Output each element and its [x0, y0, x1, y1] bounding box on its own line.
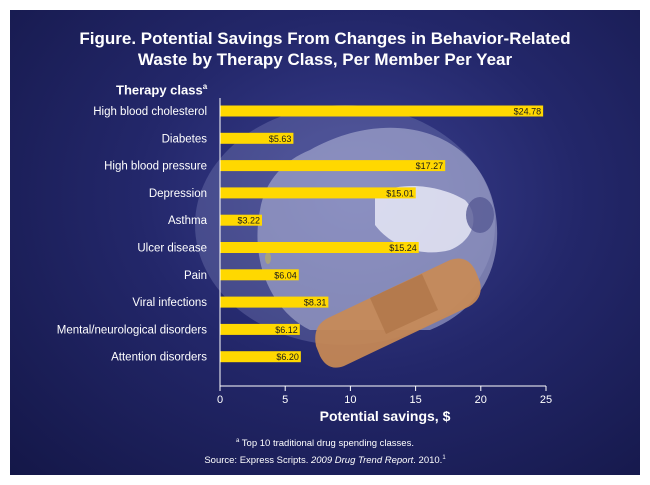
data-label-ulcer-disease: $15.24 — [389, 243, 417, 253]
bar-diabetes — [220, 132, 294, 144]
bar-asthma — [220, 214, 262, 226]
bar-high-blood-pressure — [220, 160, 446, 172]
data-label-diabetes: $5.63 — [269, 134, 292, 144]
x-tick-label-25: 25 — [540, 394, 552, 406]
category-label-high-blood-cholesterol: High blood cholesterol — [93, 106, 207, 118]
data-label-attention-disorders: $6.20 — [276, 352, 299, 362]
x-tick-label-10: 10 — [344, 394, 356, 406]
data-label-viral-infections: $8.31 — [304, 298, 327, 308]
category-label-viral-infections: Viral infections — [132, 297, 207, 309]
bar-depression — [220, 187, 416, 199]
bar-ulcer-disease — [220, 242, 419, 253]
bar-mental-neurological-disorders — [220, 323, 300, 335]
category-label-attention-disorders: Attention disorders — [111, 352, 207, 364]
bar-high-blood-cholesterol — [220, 105, 544, 117]
category-label-pain: Pain — [184, 270, 207, 282]
footnote-text: Top 10 traditional drug spending classes… — [239, 438, 414, 450]
x-axis: 0 5 10 15 20 25 — [217, 98, 552, 406]
bar-viral-infections — [220, 296, 329, 308]
x-axis-title: Potential savings, $ — [319, 408, 451, 424]
data-label-asthma: $3.22 — [237, 216, 260, 226]
chart-panel: Figure. Potential Savings From Changes i… — [10, 10, 640, 475]
data-label-pain: $6.04 — [274, 270, 297, 280]
footnote-marker: a — [202, 82, 208, 91]
data-label-high-blood-pressure: $17.27 — [416, 161, 444, 171]
bar-attention-disorders — [220, 351, 301, 363]
source-reference: 1 — [442, 455, 446, 462]
category-label-asthma: Asthma — [168, 215, 208, 227]
source-prefix: Source: Express Scripts. — [204, 455, 311, 467]
bandage-illustration — [315, 258, 481, 368]
source-line: Source: Express Scripts. 2009 Drug Trend… — [10, 451, 640, 468]
x-tick-label-15: 15 — [409, 394, 421, 406]
bars-layer: High blood cholesterol $24.78 Diabetes $5.6… — [57, 105, 544, 364]
source-title: 2009 Drug Trend Report — [310, 455, 414, 467]
x-tick-label-5: 5 — [282, 394, 288, 406]
source-suffix: . 2010. — [413, 455, 443, 467]
category-label-high-blood-pressure: High blood pressure — [104, 161, 207, 173]
category-label-diabetes: Diabetes — [162, 133, 208, 145]
x-tick-label-0: 0 — [217, 394, 223, 406]
footnote-line-marker: a — [236, 438, 240, 444]
footnote: a Top 10 traditional drug spending class… — [10, 434, 640, 468]
category-label-depression: Depression — [149, 188, 207, 200]
figure-title-line-1: Figure. Potential Savings From Changes i… — [79, 29, 571, 48]
data-label-depression: $15.01 — [386, 188, 414, 198]
y-axis-title-text: Therapy class — [116, 82, 203, 98]
category-label-ulcer-disease: Ulcer disease — [137, 243, 207, 255]
data-label-high-blood-cholesterol: $24.78 — [514, 107, 542, 117]
bar-pain — [220, 269, 299, 281]
bar-chart: High blood cholesterol $24.78 Diabetes $5.6… — [57, 98, 552, 406]
figure-title-line-2: Waste by Therapy Class, Per Member Per Y… — [137, 50, 513, 69]
data-label-mental-neurological-disorders: $6.12 — [275, 325, 298, 335]
y-axis-title: Therapy classa — [116, 82, 207, 97]
footnote-line: a Top 10 traditional drug spending class… — [10, 434, 640, 451]
category-label-mental-neurological-disorders: Mental/neurological disorders — [57, 324, 207, 336]
x-tick-label-20: 20 — [475, 394, 487, 406]
